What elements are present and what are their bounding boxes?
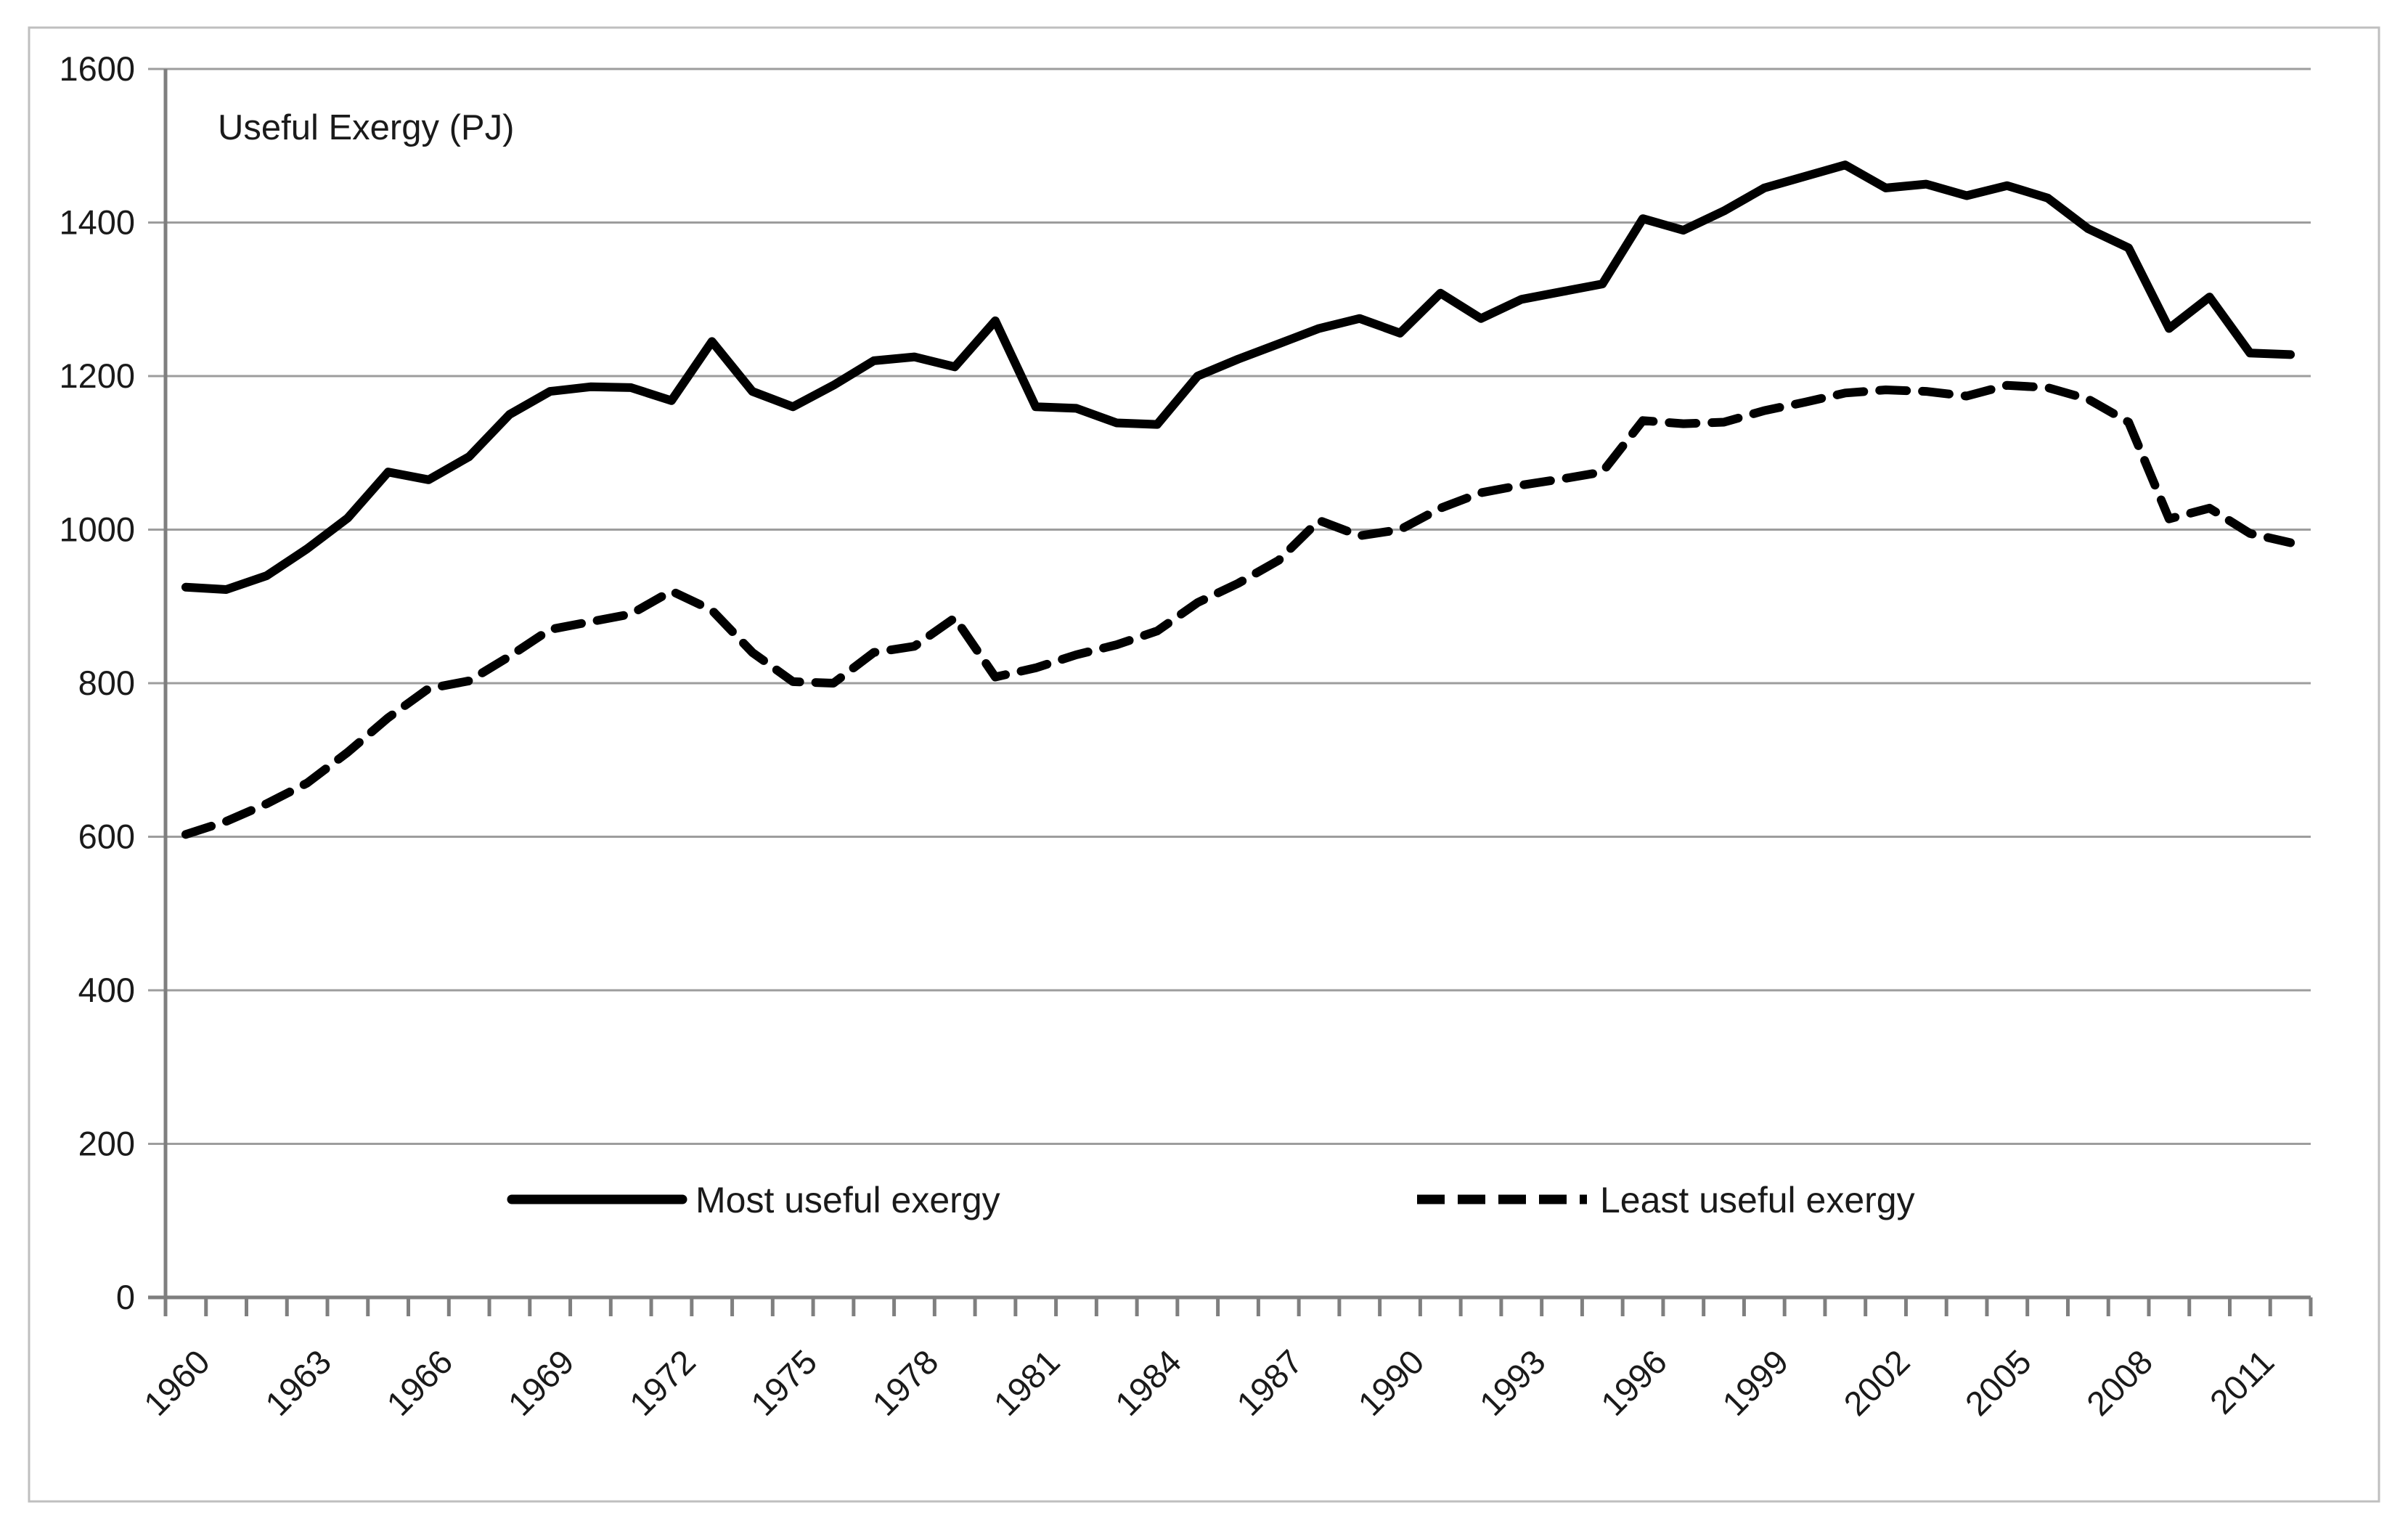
x-axis-tick-label: 1999 — [1715, 1342, 1795, 1423]
x-axis-tick-label: 2005 — [1957, 1342, 2038, 1423]
y-axis-tick-label: 1200 — [59, 356, 135, 395]
chart-text-layer: Useful Exergy (PJ) Most useful exergy Le… — [218, 108, 1915, 1220]
series-line-least-useful — [181, 380, 2295, 839]
x-axis-tick-label: 1996 — [1593, 1342, 1674, 1423]
chart-render-layer: 0 200 400 600 800 1000 1200 1400 1600 1960 1963 196… — [28, 26, 2380, 1503]
x-axis-tick-label: 1987 — [1229, 1342, 1310, 1423]
x-axis-tick-label: 1963 — [258, 1342, 338, 1423]
x-axis-tick-label: 1975 — [743, 1342, 824, 1423]
x-axis-tick-label: 1984 — [1108, 1342, 1188, 1423]
x-axis-tick-label: 1990 — [1350, 1342, 1431, 1423]
x-axis-tick-label: 2011 — [2202, 1342, 2281, 1422]
y-axis-tick-label: 1000 — [59, 510, 135, 549]
legend-label-least-useful: Least useful exergy — [1600, 1180, 1915, 1220]
x-axis-tick-label: 1966 — [379, 1342, 460, 1423]
x-axis-tick-label: 1969 — [500, 1342, 581, 1423]
x-axis-tick-label: 1981 — [986, 1342, 1066, 1423]
y-axis-tick-label: 200 — [78, 1125, 135, 1163]
x-axis-tick-label: 1972 — [622, 1342, 703, 1423]
x-axis-tick-label: 1978 — [865, 1342, 945, 1423]
x-axis-tick-label: 1960 — [136, 1342, 217, 1423]
x-axis-tick-label: 2002 — [1836, 1342, 1917, 1423]
y-axis-tick-label: 800 — [78, 664, 135, 702]
chart-border — [28, 26, 2380, 1503]
series-line-most-useful — [181, 160, 2295, 594]
chart-title: Useful Exergy (PJ) — [218, 108, 514, 147]
y-axis-tick-label: 400 — [78, 971, 135, 1009]
y-axis-tick-label: 1600 — [59, 49, 135, 88]
y-axis-tick-label: 1400 — [59, 203, 135, 242]
x-axis-tick-label: 1993 — [1472, 1342, 1552, 1423]
y-axis-tick-label: 600 — [78, 817, 135, 856]
y-axis-tick-label: 0 — [116, 1278, 135, 1316]
legend-label-most-useful: Most useful exergy — [695, 1180, 1000, 1220]
x-axis-tick-label: 2008 — [2079, 1342, 2160, 1423]
